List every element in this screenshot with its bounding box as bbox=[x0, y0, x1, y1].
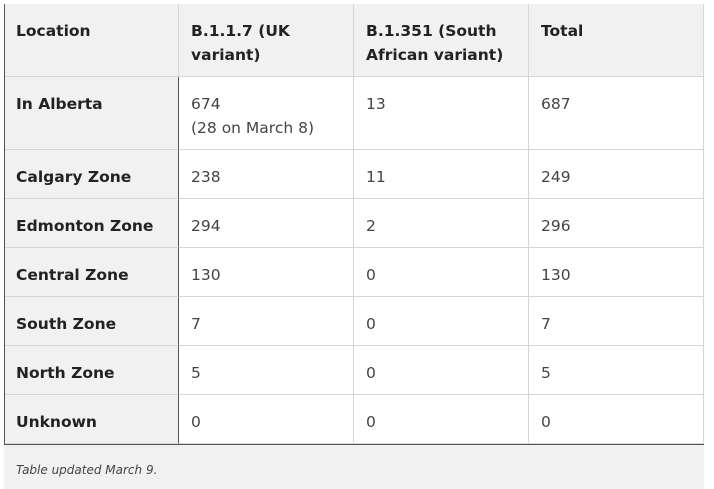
header-cell: Total bbox=[529, 4, 704, 77]
table-cell: 0 bbox=[529, 395, 704, 444]
table-cell: 0 bbox=[354, 297, 529, 346]
table-cell: 294 bbox=[179, 199, 354, 248]
header-cell: B.1.1.7 (UK variant) bbox=[179, 4, 354, 77]
header-cell: B.1.351 (South African variant) bbox=[354, 4, 529, 77]
row-label: In Alberta bbox=[4, 77, 179, 150]
table-cell: 130 bbox=[179, 248, 354, 297]
row-label: South Zone bbox=[4, 297, 179, 346]
table-cell: 238 bbox=[179, 150, 354, 199]
table-cell: 130 bbox=[529, 248, 704, 297]
table-cell: 5 bbox=[179, 346, 354, 395]
table-cell: 674 (28 on March 8) bbox=[179, 77, 354, 150]
table-cell: 2 bbox=[354, 199, 529, 248]
table-cell: 5 bbox=[529, 346, 704, 395]
table-cell: 0 bbox=[354, 248, 529, 297]
table-cell: 296 bbox=[529, 199, 704, 248]
table-cell: 0 bbox=[354, 346, 529, 395]
row-label: North Zone bbox=[4, 346, 179, 395]
table: 0 0 0 Unknown 5 0 5 North Zone 7 0 7 South Zone 130 0… bbox=[4, 4, 704, 489]
table-cell: 687 bbox=[529, 77, 704, 150]
row-label: Central Zone bbox=[4, 248, 179, 297]
table-cell: 0 bbox=[354, 395, 529, 444]
table-cell: 13 bbox=[354, 77, 529, 150]
table-cell: 249 bbox=[529, 150, 704, 199]
row-label: Edmonton Zone bbox=[4, 199, 179, 248]
header-cell: Location bbox=[4, 4, 179, 77]
table-cell: 7 bbox=[529, 297, 704, 346]
footnote: Table updated March 9. bbox=[4, 444, 704, 489]
table-cell: 0 bbox=[179, 395, 354, 444]
table-cell: 11 bbox=[354, 150, 529, 199]
table-cell: 7 bbox=[179, 297, 354, 346]
row-label: Unknown bbox=[4, 395, 179, 444]
row-label: Calgary Zone bbox=[4, 150, 179, 199]
